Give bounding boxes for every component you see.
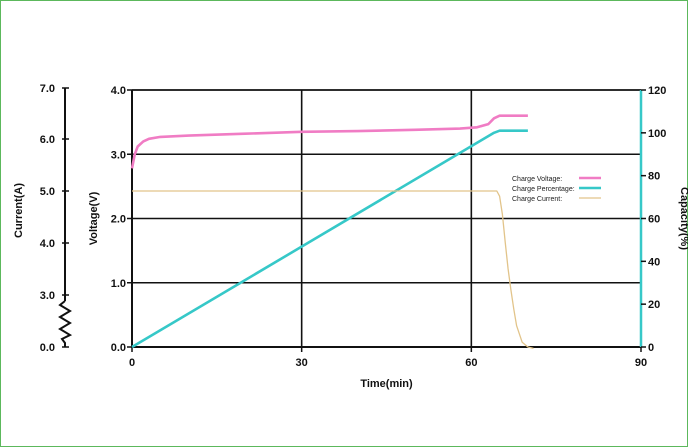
capacity-tick-label: 120 [648,85,666,97]
series-line-charge-voltage [130,114,528,169]
tick-labels: 0 30 60 90 0.0 1.0 2.0 3.0 4.0 0 20 40 60 80 100 120 0.0… [40,83,667,369]
capacity-tick-label: 20 [648,299,660,311]
x-tick-label: 0 [129,357,135,369]
voltage-tick-label: 2.0 [111,214,126,226]
series-line-charge-percentage [131,129,528,349]
capacity-axis-title: Capacity(%) [678,187,688,250]
capacity-tick-label: 0 [648,342,654,354]
capacity-tick-label: 80 [648,171,660,183]
current-tick-label: 6.0 [40,134,55,146]
current-tick-label: 4.0 [40,238,55,250]
current-tick-label: 3.0 [40,290,55,302]
series-line-charge-current [132,190,534,350]
current-tick-label: 7.0 [40,83,55,95]
voltage-tick-label: 4.0 [111,85,126,97]
current-tick-label: 0.0 [40,342,55,354]
legend-label-charge-current: Charge Current: [512,196,562,203]
x-axis-title: Time(min) [360,378,413,390]
axes [58,87,646,352]
current-tick-label: 5.0 [40,186,55,198]
legend-label-charge-percentage: Charge Percentage: [512,186,575,193]
legend-label-charge-voltage: Charge Voltage: [512,176,562,183]
current-axis-break-icon [58,300,73,347]
voltage-axis-title: Voltage(V) [88,191,100,245]
voltage-tick-label: 3.0 [111,149,126,161]
legend: Charge Voltage: Charge Percentage: Charge … [512,176,601,203]
capacity-tick-label: 100 [648,128,666,140]
voltage-tick-label: 0.0 [111,342,126,354]
x-tick-label: 90 [635,357,647,369]
x-tick-label: 30 [296,357,308,369]
x-tick-label: 60 [465,357,477,369]
voltage-tick-label: 1.0 [111,278,126,290]
capacity-tick-label: 60 [648,214,660,226]
current-axis-title: Current(A) [13,183,25,238]
capacity-tick-label: 40 [648,256,660,268]
series-lines [130,114,534,350]
axis-titles: Time(min) Voltage(V) Current(A) Capacity(%) [13,183,688,390]
grid [132,89,641,347]
